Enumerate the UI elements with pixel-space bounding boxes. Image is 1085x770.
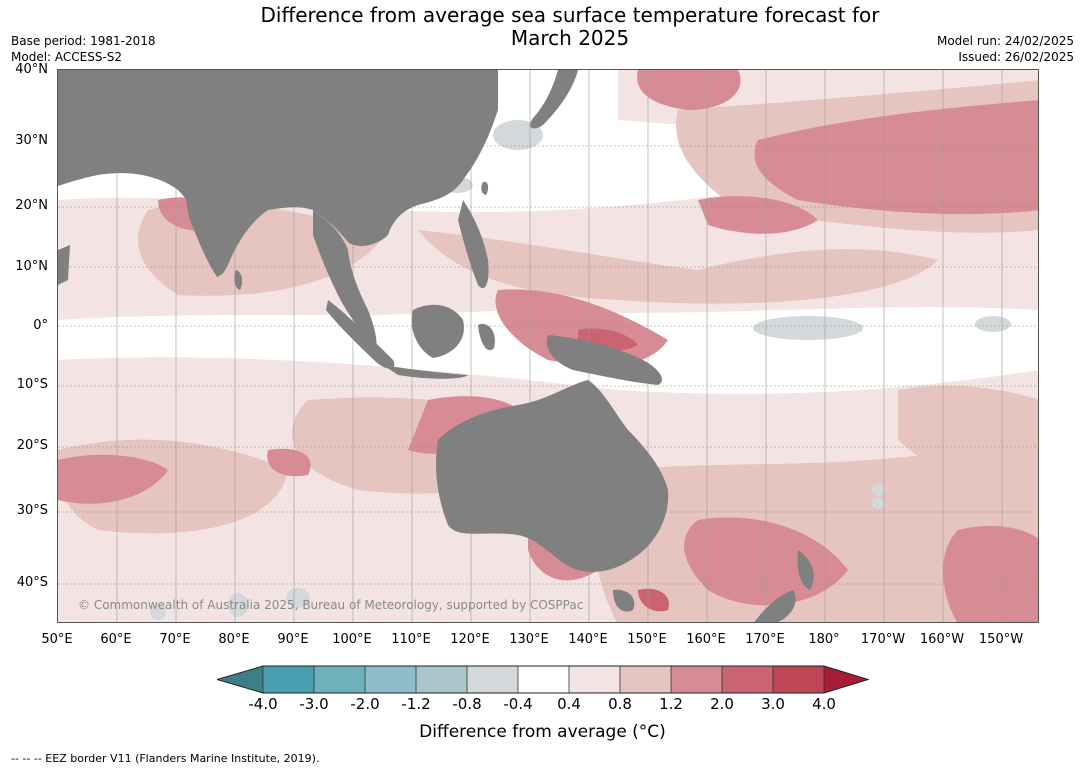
colorbar-extend-low	[217, 666, 263, 693]
lon-label-180: 180°	[808, 632, 840, 647]
colorbar-tick: 0.4	[557, 695, 581, 713]
colorbar-segment	[773, 666, 824, 693]
colorbar-tick: -1.2	[401, 695, 431, 713]
land-indochina	[313, 210, 377, 348]
land-new-zealand-north	[797, 550, 814, 590]
model-name: Model: ACCESS-S2	[11, 50, 123, 64]
colorbar-outline	[217, 665, 869, 694]
colorbar-tick: -4.0	[248, 695, 278, 713]
colorbar-segment	[365, 666, 416, 693]
colorbar-fills	[217, 666, 868, 693]
colorbar-label: Difference from average (°C)	[419, 722, 666, 742]
lat-label-30s: 30°S	[16, 503, 48, 518]
lat-label-40s: 40°S	[16, 575, 48, 590]
colorbar-segment	[671, 666, 722, 693]
lon-label-140e: 140°E	[568, 632, 608, 647]
base-period: Base period: 1981-2018	[11, 34, 156, 48]
land-new-zealand-south	[754, 590, 796, 622]
lat-label-0: 0°	[33, 318, 48, 333]
colorbar-segment	[569, 666, 620, 693]
eez-footnote: -- -- -- EEZ border V11 (Flanders Marine…	[11, 752, 320, 765]
colorbar-segment	[263, 666, 314, 693]
colorbar-segment	[416, 666, 467, 693]
land-tasmania	[613, 589, 635, 612]
lon-label-60e: 60°E	[100, 632, 132, 647]
colorbar-tick: 1.2	[659, 695, 683, 713]
lon-label-100e: 100°E	[332, 632, 372, 647]
meta-right: Model run: 24/02/2025 Issued: 26/02/2025	[937, 33, 1074, 65]
lon-label-120e: 120°E	[450, 632, 490, 647]
map-title: Difference from average sea surface temp…	[200, 4, 940, 50]
land-australia	[436, 380, 669, 572]
meta-left: Base period: 1981-2018 Model: ACCESS-S2	[11, 33, 156, 65]
colorbar	[217, 665, 869, 694]
land-japan	[530, 70, 578, 129]
land-philippines	[458, 200, 489, 289]
lat-label-30n: 30°N	[15, 133, 48, 148]
model-run: Model run: 24/02/2025	[936, 34, 1074, 48]
colorbar-segment	[518, 666, 569, 693]
lon-label-160w: 160°W	[919, 632, 965, 647]
lon-label-130e: 130°E	[509, 632, 549, 647]
lat-label-40n: 40°N	[15, 62, 48, 77]
lat-label-20s: 20°S	[16, 438, 48, 453]
land-asia	[58, 70, 498, 276]
lon-label-150e: 150°E	[627, 632, 667, 647]
colorbar-extend-high	[824, 666, 868, 693]
lon-label-80e: 80°E	[218, 632, 250, 647]
land-sulawesi	[478, 323, 495, 351]
land-new-guinea	[546, 335, 663, 385]
sst-anomaly-map: © Commonwealth of Australia 2025, Bureau…	[57, 69, 1039, 623]
colorbar-tick: 2.0	[710, 695, 734, 713]
title-line-2: March 2025	[510, 26, 630, 50]
colorbar-tick: -3.0	[299, 695, 329, 713]
land-sumatra	[326, 300, 395, 369]
lon-label-150w: 150°W	[978, 632, 1024, 647]
land-sri-lanka	[234, 270, 243, 290]
lat-label-10n: 10°N	[15, 259, 48, 274]
lon-label-170w: 170°W	[860, 632, 906, 647]
land-java	[383, 365, 468, 379]
lon-label-90e: 90°E	[277, 632, 309, 647]
land-borneo	[411, 304, 464, 358]
colorbar-tick: -2.0	[350, 695, 380, 713]
colorbar-segment	[467, 666, 518, 693]
land-india	[185, 180, 233, 278]
colorbar-segment	[620, 666, 671, 693]
lat-label-20n: 20°N	[15, 198, 48, 213]
lon-label-110e: 110°E	[391, 632, 431, 647]
colorbar-tick: -0.8	[452, 695, 482, 713]
land-africa-edge	[58, 245, 70, 285]
colorbar-tick: 4.0	[812, 695, 836, 713]
colorbar-segment	[722, 666, 773, 693]
copyright-notice: © Commonwealth of Australia 2025, Bureau…	[78, 598, 584, 612]
colorbar-tick: 3.0	[761, 695, 785, 713]
colorbar-segment	[314, 666, 365, 693]
land-masses	[58, 70, 814, 622]
issued-date: Issued: 26/02/2025	[958, 50, 1074, 64]
colorbar-tick: 0.8	[608, 695, 632, 713]
colorbar-dividers	[262, 666, 825, 693]
land-taiwan	[481, 181, 489, 195]
title-line-1: Difference from average sea surface temp…	[260, 3, 880, 27]
lon-label-170e: 170°E	[745, 632, 785, 647]
colorbar-tick: -0.4	[503, 695, 533, 713]
lon-label-160e: 160°E	[686, 632, 726, 647]
map-canvas	[58, 70, 1038, 622]
lon-label-50e: 50°E	[41, 632, 73, 647]
lon-label-70e: 70°E	[159, 632, 191, 647]
lat-label-10s: 10°S	[16, 377, 48, 392]
